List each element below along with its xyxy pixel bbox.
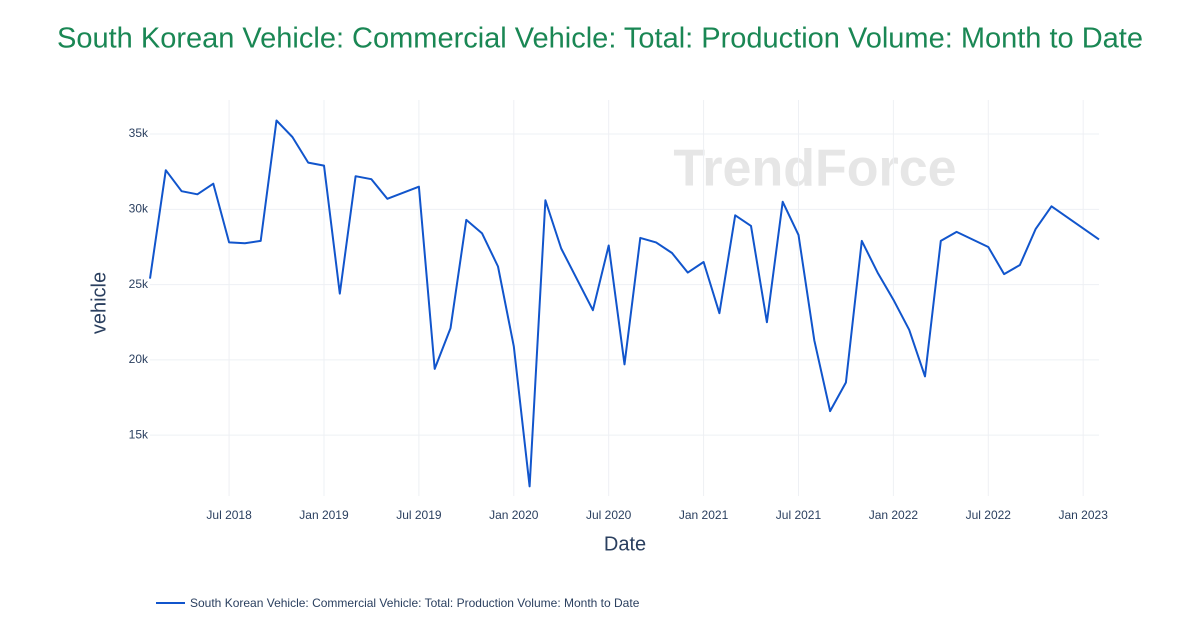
- x-tick-label: Jan 2021: [679, 508, 729, 522]
- x-tick-label: Jul 2019: [396, 508, 442, 522]
- y-tick-label: 35k: [129, 126, 149, 140]
- x-tick-label: Jan 2020: [489, 508, 539, 522]
- legend: South Korean Vehicle: Commercial Vehicle…: [156, 596, 640, 610]
- x-tick-label: Jan 2022: [869, 508, 919, 522]
- data-line: [149, 119, 1100, 488]
- legend-label: South Korean Vehicle: Commercial Vehicle…: [190, 596, 640, 610]
- chart-title: South Korean Vehicle: Commercial Vehicle…: [57, 23, 1143, 55]
- x-tick-label: Jan 2023: [1058, 508, 1108, 522]
- x-tick-label: Jan 2019: [299, 508, 349, 522]
- y-tick-label: 20k: [129, 352, 149, 366]
- watermark: TrendForce: [673, 140, 956, 198]
- x-tick-label: Jul 2022: [966, 508, 1012, 522]
- x-tick-label: Jul 2021: [776, 508, 822, 522]
- y-tick-label: 25k: [129, 277, 149, 291]
- plot: [149, 119, 1100, 488]
- x-tick-label: Jul 2018: [206, 508, 252, 522]
- y-tick-label: 30k: [129, 201, 149, 215]
- grid: 15k 20k 25k 30k 35k Jul 2018 Jan 2019 Jul 2019 J…: [129, 100, 1108, 522]
- y-tick-label: 15k: [129, 427, 149, 441]
- y-axis-title: vehicle: [88, 272, 110, 334]
- x-tick-label: Jul 2020: [586, 508, 632, 522]
- x-axis-title: Date: [604, 533, 646, 555]
